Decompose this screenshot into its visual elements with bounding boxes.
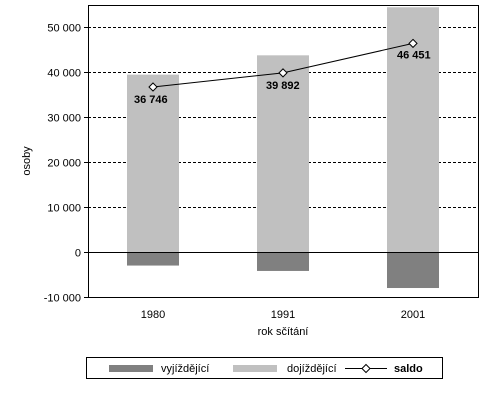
saldo-data-label: 36 746 [134,94,168,106]
bar-vyjizdejici [127,252,179,266]
saldo-marker [148,82,158,92]
y-axis-title: osoby [21,146,33,176]
legend-swatch-vyjizdejici [109,365,153,372]
legend-label-saldo: saldo [394,363,423,375]
y-tick-label: -10 000 [44,293,81,305]
saldo-line [148,38,418,92]
y-tick-label: 30 000 [47,113,81,125]
x-tick-label: 2001 [401,309,425,321]
y-axis-ticks: -10 000 0 10 000 20 000 30 000 40 000 50 000 [44,23,88,305]
bar-vyjizdejici [387,252,439,289]
x-tick-label: 1991 [271,309,295,321]
legend-label-vyjizdejici: vyjíždějící [161,363,209,375]
plot-border [88,5,479,298]
legend-swatch-saldo-marker [361,363,371,374]
x-tick-label: 1980 [141,309,165,321]
legend-swatch-dojizdejici [233,365,277,372]
y-tick-label: 50 000 [47,23,81,35]
y-tick-label: 10 000 [47,203,81,215]
legend: vyjíždějící dojíždějící saldo [86,357,443,379]
bar-vyjizdejici [257,252,309,271]
saldo-data-label: 39 892 [266,80,300,92]
x-axis-title: rok sčítání [258,326,309,338]
saldo-data-label: 46 451 [397,49,431,61]
y-tick-label: 20 000 [47,158,81,170]
data-labels: 36 746 39 892 46 451 [134,49,431,106]
y-tick-label: 40 000 [47,68,81,80]
x-axis-ticks: 1980 1991 2001 [141,309,425,321]
legend-label-dojizdejici: dojíždějící [287,363,337,375]
bar-dojizdejici [127,74,179,253]
saldo-marker [278,68,288,78]
saldo-marker [408,38,418,49]
y-tick-label: 0 [75,248,81,260]
bar-dojizdejici [257,55,309,253]
